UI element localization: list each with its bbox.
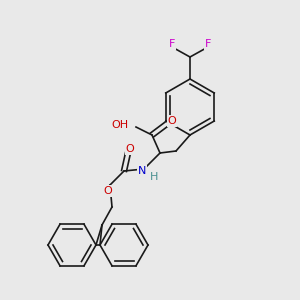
Text: N: N: [138, 166, 146, 176]
Text: F: F: [169, 39, 175, 49]
Text: H: H: [150, 172, 158, 182]
Text: O: O: [103, 186, 112, 196]
Text: OH: OH: [111, 120, 128, 130]
Text: O: O: [126, 144, 134, 154]
Text: O: O: [168, 116, 176, 126]
Text: F: F: [205, 39, 211, 49]
